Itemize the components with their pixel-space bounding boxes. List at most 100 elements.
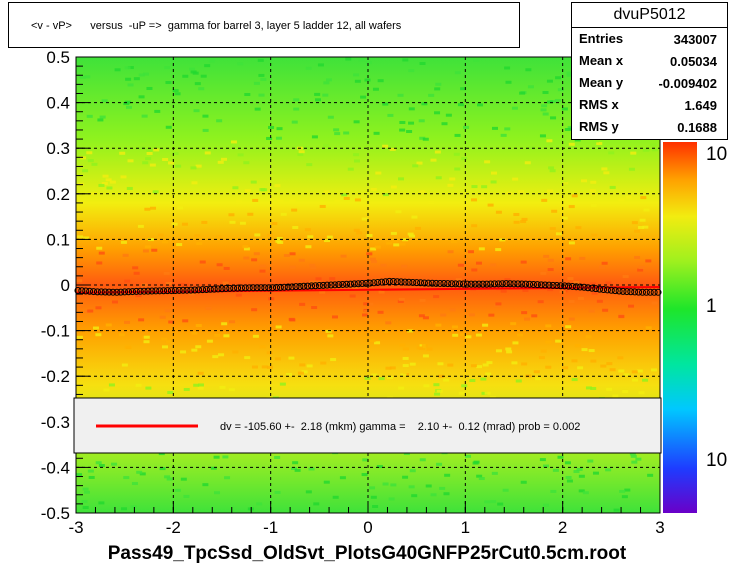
heatmap-cell [219,385,226,389]
heatmap-cell [642,378,649,382]
heatmap-cell [197,383,204,387]
heatmap-cell [538,356,545,360]
heatmap-cell [495,302,502,306]
heatmap-cell [366,233,373,237]
heatmap-cell [602,308,609,312]
heatmap-cell [573,280,580,284]
heatmap-cell [329,277,336,281]
heatmap-cell [87,469,94,473]
heatmap-cell [121,363,128,367]
heatmap-cell [127,159,134,163]
heatmap-cell [647,473,654,477]
heatmap-cell [288,356,295,360]
heatmap-cell [98,501,105,505]
profile-point [296,282,304,290]
heatmap-cell [87,159,94,163]
heatmap-cell [340,254,347,258]
profile-point [105,288,113,296]
heatmap-cell [163,271,170,275]
heatmap-cell [585,386,592,390]
profile-point [249,284,257,292]
heatmap-cell [419,61,426,65]
heatmap-cell [568,205,575,209]
heatmap-cell [484,391,491,395]
heatmap-cell [463,125,470,129]
heatmap-cell [172,152,179,156]
profile-point [580,283,588,291]
heatmap-cell [444,473,451,477]
heatmap-cell [86,114,93,118]
heatmap-cell [82,169,89,173]
heatmap-cell [399,120,406,124]
heatmap-cell [397,299,404,303]
heatmap-cell [421,102,428,106]
heatmap-cell [229,320,236,324]
heatmap-cell [252,334,259,338]
heatmap-cell [540,349,547,353]
heatmap-cell [243,161,250,165]
heatmap-cell [390,185,397,189]
heatmap-cell [120,175,127,179]
heatmap-cell [534,377,541,381]
profile-point [506,280,514,288]
heatmap-cell [419,458,426,462]
heatmap-cell [204,64,211,68]
y-tick-label: -0.4 [41,458,70,477]
y-tick-label: 0.5 [46,48,70,67]
heatmap-cell [399,128,406,132]
heatmap-cell [197,371,204,375]
heatmap-cell [84,75,91,79]
heatmap-cell [459,333,466,337]
heatmap-cell [455,278,462,282]
heatmap-cell [634,255,641,259]
heatmap-cell [361,473,368,477]
heatmap-cell [632,378,639,382]
profile-point [288,283,296,291]
heatmap-cell [520,260,527,264]
heatmap-cell [362,458,369,462]
heatmap-cell [531,314,538,318]
profile-point [226,284,234,292]
heatmap-cell [460,343,467,347]
heatmap-cell [605,468,612,472]
heatmap-cell [253,81,260,85]
heatmap-cell [601,167,608,171]
heatmap-cell [416,346,423,350]
profile-point [113,288,121,296]
heatmap-cell [232,186,239,190]
heatmap-cell [573,470,580,474]
heatmap-cell [313,502,320,506]
heatmap-cell [334,199,341,203]
profile-point [549,281,557,289]
heatmap-cell [568,300,575,304]
heatmap-cell [566,73,573,77]
profile-point [638,288,646,296]
profile-point [646,288,654,296]
heatmap-cell [191,331,198,335]
heatmap-cell [267,365,274,369]
heatmap-cell [511,361,518,365]
heatmap-cell [164,475,171,479]
heatmap-cell [154,109,161,113]
heatmap-cell [101,182,108,186]
heatmap-cell [105,178,112,182]
heatmap-cell [494,304,501,308]
heatmap-cell [363,302,370,306]
heatmap-cell [399,343,406,347]
profile-point [382,278,390,286]
heatmap-cell [162,240,169,244]
heatmap-cell [434,111,441,115]
profile-point [393,278,401,286]
heatmap-cell [436,462,443,466]
heatmap-cell [135,294,142,298]
heatmap-cell [552,468,559,472]
heatmap-cell [77,303,84,307]
heatmap-cell [259,264,266,268]
heatmap-cell [323,190,330,194]
heatmap-cell [96,261,103,265]
heatmap-cell [353,228,360,232]
heatmap-cell [144,207,151,211]
heatmap-cell [126,186,133,190]
heatmap-cell [308,280,315,284]
heatmap-cell [419,136,426,140]
